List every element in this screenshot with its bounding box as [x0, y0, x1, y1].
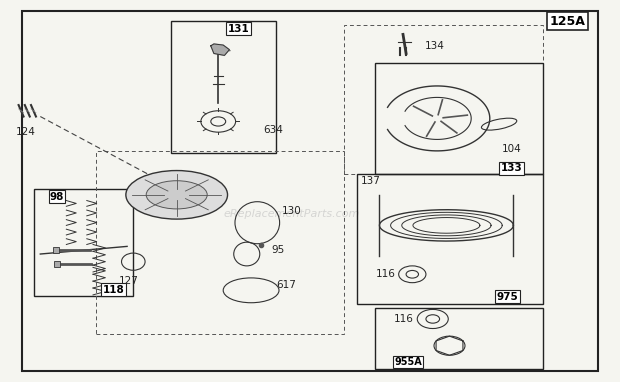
- Text: 116: 116: [376, 269, 396, 279]
- Bar: [170, 21, 276, 153]
- Bar: [375, 63, 542, 174]
- Text: 98: 98: [50, 192, 64, 202]
- Ellipse shape: [126, 170, 228, 219]
- Text: 133: 133: [500, 163, 523, 173]
- Text: eReplacementParts.com: eReplacementParts.com: [223, 209, 360, 219]
- Bar: [53, 247, 59, 253]
- Text: 975: 975: [496, 292, 518, 302]
- Bar: [54, 261, 60, 267]
- Bar: [375, 308, 542, 369]
- Text: 130: 130: [282, 206, 302, 216]
- Text: 104: 104: [502, 144, 521, 154]
- Text: 955A: 955A: [394, 357, 422, 367]
- Bar: [34, 189, 133, 296]
- Text: 124: 124: [16, 127, 36, 137]
- Text: 617: 617: [276, 280, 296, 290]
- Text: 125A: 125A: [549, 15, 585, 28]
- Bar: [344, 25, 542, 174]
- Text: 131: 131: [228, 24, 250, 34]
- Ellipse shape: [146, 181, 207, 209]
- Polygon shape: [211, 44, 229, 55]
- Text: 95: 95: [272, 245, 285, 255]
- Text: 634: 634: [264, 125, 283, 135]
- Text: 118: 118: [102, 285, 125, 295]
- Bar: [96, 151, 344, 334]
- Text: 127: 127: [118, 276, 138, 286]
- Text: 137: 137: [361, 176, 381, 186]
- Text: 134: 134: [425, 41, 445, 51]
- Text: 116: 116: [394, 314, 414, 324]
- Bar: [356, 174, 542, 304]
